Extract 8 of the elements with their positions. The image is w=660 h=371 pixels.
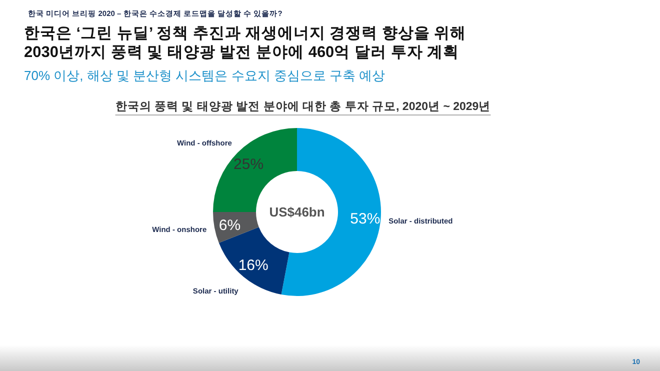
- data-label: 6%: [218, 217, 241, 234]
- chart-subtitle: 70% 이상, 해상 및 분산형 시스템은 수요지 중심으로 구축 예상: [24, 68, 386, 83]
- data-label: 25%: [234, 156, 264, 173]
- data-label: 53%: [350, 210, 380, 228]
- chart-title: 한국은 ‘그린 뉴딜’ 정책 추진과 재생에너지 경쟁력 향상을 위해 2030년까지 풍력 및 태양광 발전 분야에 460억 달러 투자 계획: [24, 25, 466, 61]
- data-label: 16%: [238, 257, 268, 274]
- text: US$46bn: [269, 204, 325, 220]
- text: 한국의 풍력 및 태양광 발전 분야에 대한 총 투자 규모, 2020년 ~ 2029년: [115, 100, 491, 113]
